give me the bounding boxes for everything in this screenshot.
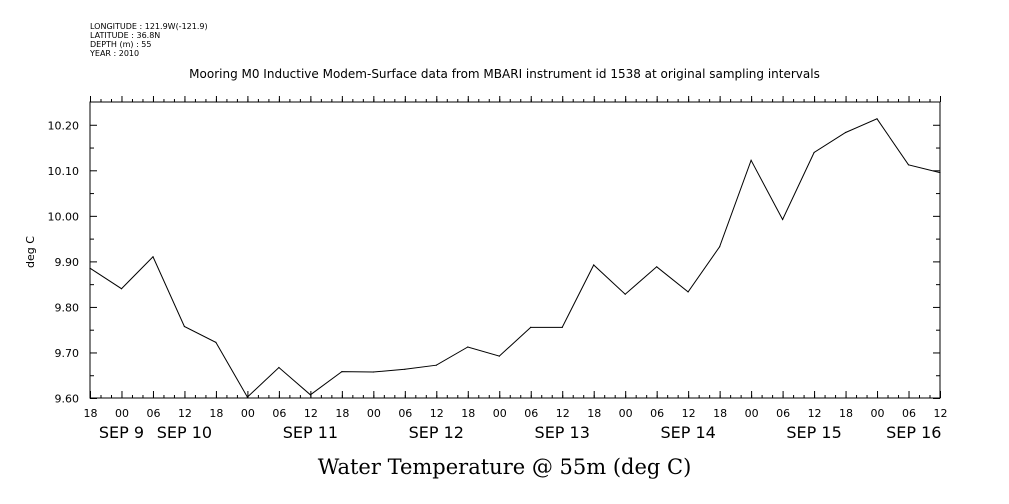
- chart-footer-title: Water Temperature @ 55m (deg C): [317, 455, 692, 479]
- data-point: [876, 118, 878, 120]
- x-day-label: SEP 12: [409, 423, 464, 442]
- x-day-label: SEP 11: [283, 423, 338, 442]
- plot-frame: [89, 101, 941, 399]
- y-tick-label: 9.60: [55, 393, 80, 406]
- depth-text: DEPTH (m) : 55: [90, 40, 152, 49]
- data-point: [467, 346, 469, 348]
- x-hour-tick-label: 00: [619, 407, 633, 420]
- data-point: [593, 264, 595, 266]
- x-hour-tick-label: 06: [524, 407, 538, 420]
- x-day-label: SEP 14: [660, 423, 715, 442]
- x-hour-tick-label: 06: [398, 407, 412, 420]
- x-day-label: SEP 16: [886, 423, 941, 442]
- x-hour-tick-label: 18: [587, 407, 601, 420]
- x-hour-tick-label: 00: [241, 407, 255, 420]
- y-tick-label: 9.90: [55, 256, 80, 269]
- x-hour-tick-label: 18: [335, 407, 349, 420]
- x-hour-tick-label: 18: [209, 407, 223, 420]
- data-point: [813, 151, 815, 154]
- data-point: [624, 293, 626, 295]
- x-hour-tick-label: 18: [839, 407, 853, 420]
- x-day-label: SEP 15: [786, 423, 841, 442]
- x-hour-tick-label: 06: [650, 407, 664, 420]
- y-tick-label: 10.20: [48, 119, 80, 132]
- metadata-block: LONGITUDE : 121.9W(-121.9) LATITUDE : 36…: [90, 22, 208, 58]
- x-day-label: SEP 13: [535, 423, 590, 442]
- data-point: [120, 288, 123, 290]
- year-text: YEAR : 2010: [90, 49, 140, 58]
- x-hour-tick-label: 00: [367, 407, 381, 420]
- longitude-text: LONGITUDE : 121.9W(-121.9): [90, 22, 208, 31]
- x-hour-tick-label: 12: [934, 407, 948, 420]
- x-hour-tick-label: 00: [871, 407, 885, 420]
- data-point: [278, 366, 280, 369]
- data-point: [152, 256, 154, 258]
- x-hour-tick-label: 18: [713, 407, 727, 420]
- x-hour-tick-label: 06: [146, 407, 160, 420]
- data-point: [372, 371, 374, 373]
- x-hour-tick-label: 06: [902, 407, 916, 420]
- x-day-label: SEP 9: [99, 423, 144, 442]
- x-hour-tick-label: 12: [808, 407, 822, 420]
- data-point: [530, 326, 532, 328]
- x-hour-tick-label: 18: [84, 407, 98, 420]
- x-hour-tick-label: 12: [556, 407, 570, 420]
- data-point: [907, 164, 910, 166]
- data-point: [498, 355, 500, 357]
- data-point: [89, 267, 91, 269]
- x-hour-tick-label: 12: [682, 407, 696, 420]
- data-point: [782, 218, 784, 221]
- latitude-text: LATITUDE : 36.8N: [90, 31, 161, 40]
- data-point: [561, 326, 563, 328]
- chart-title: Mooring M0 Inductive Modem-Surface data …: [189, 67, 820, 81]
- x-hour-tick-label: 12: [304, 407, 318, 420]
- data-point: [435, 364, 437, 366]
- data-point: [183, 325, 185, 328]
- x-hour-tick-label: 18: [461, 407, 475, 420]
- data-point: [215, 341, 217, 343]
- data-point: [939, 172, 941, 174]
- data-point: [309, 394, 311, 396]
- x-hour-tick-label: 00: [115, 407, 129, 420]
- data-point: [341, 371, 343, 373]
- data-point: [845, 131, 847, 134]
- x-hour-tick-label: 12: [178, 407, 192, 420]
- data-point: [404, 368, 406, 370]
- data-point: [719, 246, 721, 248]
- x-hour-tick-label: 00: [493, 407, 507, 420]
- x-day-label: SEP 10: [157, 423, 212, 442]
- series-line-water-temperature: [89, 118, 941, 398]
- y-tick-label: 9.70: [55, 347, 80, 360]
- data-point: [246, 396, 248, 398]
- x-hour-tick-label: 06: [776, 407, 790, 420]
- data-point: [656, 266, 658, 268]
- x-hour-tick-label: 06: [272, 407, 286, 420]
- y-tick-label: 10.10: [48, 165, 80, 178]
- data-point: [687, 291, 689, 293]
- data-point: [750, 159, 752, 161]
- y-tick-label: 10.00: [48, 210, 80, 223]
- x-hour-tick-label: 00: [745, 407, 759, 420]
- x-hour-tick-label: 12: [430, 407, 444, 420]
- y-axis-label: deg C: [24, 236, 37, 268]
- y-tick-label: 9.80: [55, 301, 80, 314]
